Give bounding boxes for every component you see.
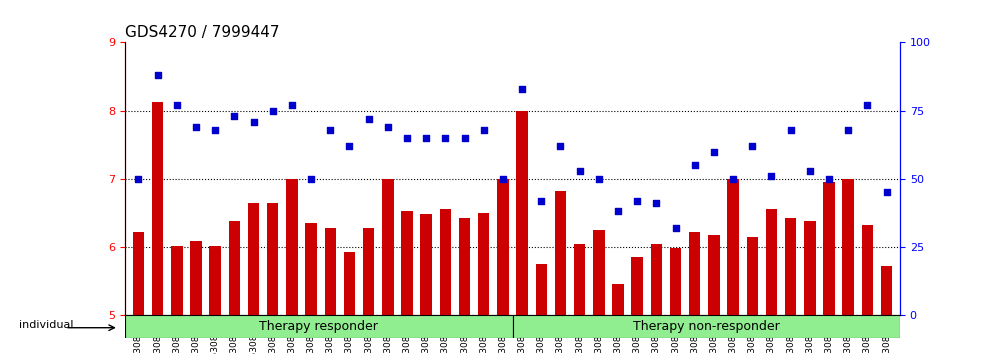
Point bbox=[303, 176, 319, 182]
Point bbox=[629, 198, 645, 204]
Point bbox=[399, 135, 415, 141]
Point bbox=[495, 176, 511, 182]
Bar bbox=[823, 182, 835, 315]
Bar bbox=[459, 218, 470, 315]
Bar bbox=[401, 211, 413, 315]
Bar bbox=[267, 202, 278, 315]
Point bbox=[572, 168, 588, 173]
Point bbox=[591, 176, 607, 182]
Point bbox=[783, 127, 799, 132]
Text: Therapy non-responder: Therapy non-responder bbox=[633, 320, 780, 333]
Bar bbox=[593, 230, 605, 315]
Bar bbox=[862, 225, 873, 315]
Point bbox=[284, 102, 300, 108]
Point bbox=[322, 127, 338, 132]
Bar bbox=[766, 210, 777, 315]
Bar bbox=[325, 228, 336, 315]
Point bbox=[552, 143, 568, 149]
Bar bbox=[125, 315, 512, 338]
Point bbox=[418, 135, 434, 141]
Bar bbox=[305, 223, 317, 315]
Bar bbox=[512, 315, 900, 338]
Point bbox=[207, 127, 223, 132]
Bar bbox=[881, 266, 892, 315]
Point bbox=[668, 225, 684, 231]
Bar bbox=[747, 237, 758, 315]
Point bbox=[706, 149, 722, 154]
Point bbox=[687, 162, 703, 168]
Bar bbox=[190, 241, 202, 315]
Bar bbox=[478, 213, 489, 315]
Bar bbox=[420, 214, 432, 315]
Bar bbox=[497, 179, 509, 315]
Point bbox=[169, 102, 185, 108]
Bar bbox=[152, 102, 163, 315]
Point bbox=[361, 116, 377, 122]
Bar bbox=[344, 252, 355, 315]
Text: GDS4270 / 7999447: GDS4270 / 7999447 bbox=[125, 25, 280, 40]
Point bbox=[150, 72, 166, 78]
Point bbox=[341, 143, 357, 149]
Text: individual: individual bbox=[19, 320, 73, 330]
Bar bbox=[842, 179, 854, 315]
Bar bbox=[631, 257, 643, 315]
Point bbox=[265, 108, 281, 113]
Point bbox=[744, 143, 760, 149]
Point bbox=[533, 198, 549, 204]
Point bbox=[610, 209, 626, 214]
Bar bbox=[229, 221, 240, 315]
Point bbox=[840, 127, 856, 132]
Bar bbox=[574, 244, 585, 315]
Bar bbox=[708, 235, 720, 315]
Point bbox=[859, 102, 875, 108]
Point bbox=[246, 119, 262, 124]
Bar bbox=[171, 246, 183, 315]
Bar bbox=[363, 228, 374, 315]
Bar bbox=[612, 284, 624, 315]
Point bbox=[476, 127, 492, 132]
Point bbox=[380, 124, 396, 130]
Point bbox=[457, 135, 473, 141]
Bar bbox=[536, 264, 547, 315]
Point bbox=[226, 113, 242, 119]
Bar bbox=[248, 202, 259, 315]
Bar bbox=[440, 210, 451, 315]
Point bbox=[879, 190, 895, 195]
Point bbox=[130, 176, 146, 182]
Bar bbox=[785, 218, 796, 315]
Point bbox=[188, 124, 204, 130]
Bar bbox=[516, 110, 528, 315]
Bar bbox=[382, 179, 394, 315]
Point bbox=[725, 176, 741, 182]
Point bbox=[821, 176, 837, 182]
Bar bbox=[689, 232, 700, 315]
Bar bbox=[727, 179, 739, 315]
Point bbox=[514, 86, 530, 92]
Bar bbox=[670, 248, 681, 315]
Bar bbox=[651, 244, 662, 315]
Bar bbox=[286, 179, 298, 315]
Point bbox=[648, 200, 664, 206]
Bar bbox=[555, 191, 566, 315]
Bar bbox=[133, 232, 144, 315]
Point bbox=[437, 135, 453, 141]
Text: Therapy responder: Therapy responder bbox=[259, 320, 378, 333]
Point bbox=[763, 173, 779, 179]
Bar bbox=[804, 221, 816, 315]
Bar bbox=[209, 246, 221, 315]
Point bbox=[802, 168, 818, 173]
